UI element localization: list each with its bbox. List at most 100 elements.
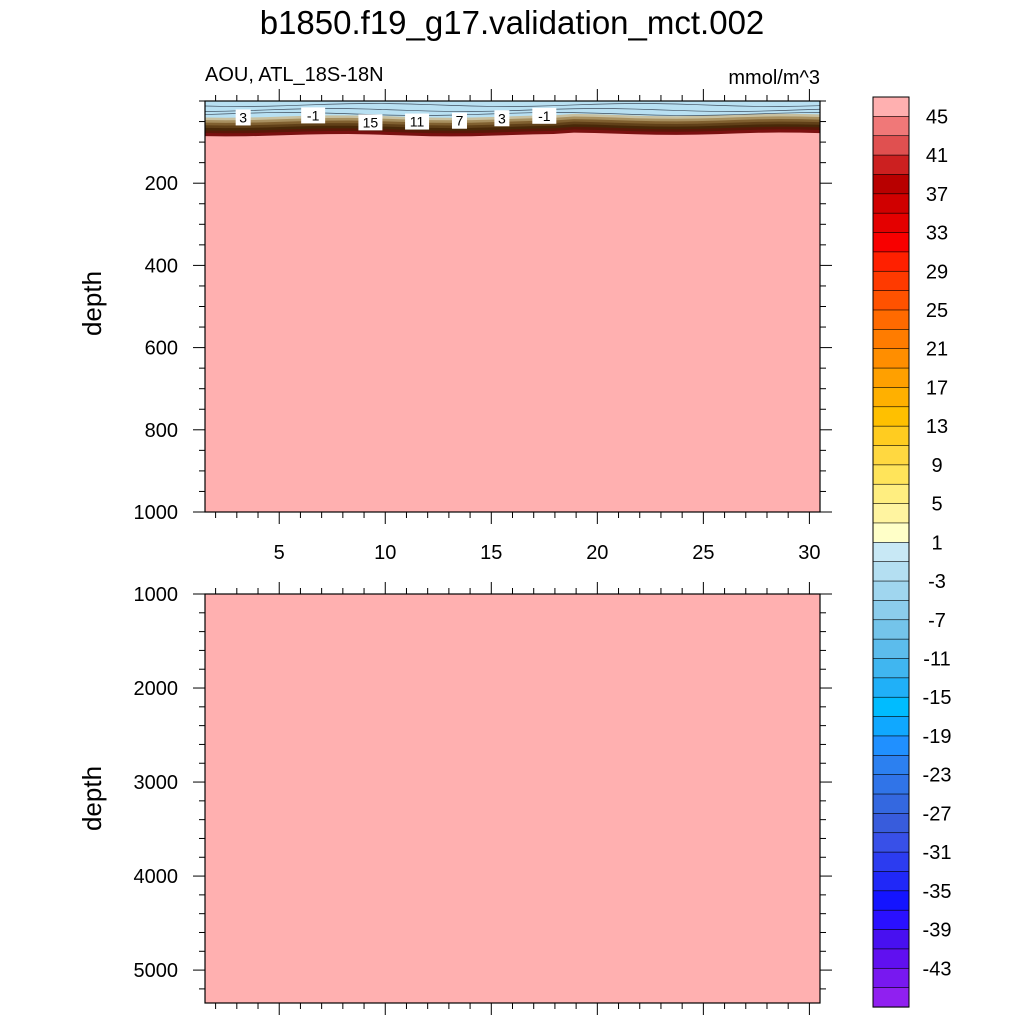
colorbar-swatch xyxy=(872,116,910,137)
colorbar-label: 9 xyxy=(931,455,942,477)
contour-label-bg-1 xyxy=(301,107,326,124)
x-tick-label: 5 xyxy=(274,542,285,564)
colorbar-label: -19 xyxy=(923,726,952,748)
y-tick-label: 5000 xyxy=(134,960,179,982)
colorbar-swatch xyxy=(872,929,910,950)
colorbar-label: -31 xyxy=(923,842,952,864)
x-tick-label: 20 xyxy=(586,542,608,564)
colorbar-swatch xyxy=(872,329,910,350)
contour-label: 3 xyxy=(239,109,247,125)
colorbar-swatch xyxy=(872,987,910,1008)
variable-subtitle: AOU, ATL_18S-18N xyxy=(205,64,384,86)
colorbar-swatch xyxy=(872,793,910,814)
colorbar-label: 1 xyxy=(931,532,942,554)
colorbar-swatch xyxy=(872,677,910,698)
colorbar-label: 33 xyxy=(926,223,948,245)
colorbar-swatch xyxy=(872,813,910,834)
colorbar-swatch xyxy=(872,696,910,718)
contour-label: 15 xyxy=(363,114,379,130)
x-tick-label: 10 xyxy=(374,542,396,564)
y-tick-label: 3000 xyxy=(134,772,179,794)
colorbar-swatch xyxy=(872,309,910,330)
contour-label-bg-5 xyxy=(494,110,510,127)
colorbar-swatch xyxy=(872,348,910,369)
contour-label: 11 xyxy=(410,114,425,130)
colorbar-swatch xyxy=(872,600,910,621)
colorbar-label: -15 xyxy=(923,687,952,709)
colorbar-label: 21 xyxy=(926,339,948,361)
colorbar-swatch xyxy=(872,503,910,524)
colorbar-swatch xyxy=(872,658,910,679)
y-tick-label: 400 xyxy=(145,255,178,277)
colorbar-swatch xyxy=(872,522,910,543)
colorbar-swatch xyxy=(872,619,910,640)
colorbar-swatch xyxy=(872,387,910,408)
colorbar-swatch xyxy=(872,425,910,447)
colorbar-swatch xyxy=(872,542,910,563)
colorbar-label: -11 xyxy=(923,648,950,670)
colorbar-swatch xyxy=(872,483,910,505)
colorbar-swatch xyxy=(872,967,910,989)
colorbar-swatch xyxy=(872,580,910,602)
chart-title: b1850.f19_g17.validation_mct.002 xyxy=(259,4,765,41)
colorbar-label: 45 xyxy=(926,106,948,128)
y-tick-label: 1000 xyxy=(134,584,179,606)
colorbar-swatch xyxy=(872,193,910,214)
colorbar-swatch xyxy=(872,638,910,660)
contour-label: 3 xyxy=(498,110,506,126)
colorbar-swatch xyxy=(872,290,910,311)
contour-label-bg-6 xyxy=(532,107,557,124)
colorbar-swatch xyxy=(872,174,910,195)
colorbar-label: 25 xyxy=(926,300,948,322)
colorbar-swatch xyxy=(872,754,910,776)
y-axis-title: depth xyxy=(77,271,107,336)
units-subtitle: mmol/m^3 xyxy=(728,67,820,89)
colorbar-label: -27 xyxy=(923,803,952,825)
contour-label-bg-0 xyxy=(235,109,251,126)
contour-label: -1 xyxy=(307,107,320,123)
y-tick-label: 2000 xyxy=(134,678,179,700)
colorbar-label: -3 xyxy=(928,571,946,593)
colorbar-swatch xyxy=(872,464,910,485)
colorbar-label: -39 xyxy=(923,920,952,942)
colorbar-label: -23 xyxy=(923,765,952,787)
colorbar-swatch xyxy=(872,251,910,272)
colorbar-frame xyxy=(872,96,910,1008)
colorbar-swatch xyxy=(872,909,910,931)
thermocline-band-6 xyxy=(205,129,820,137)
colorbar-swatch xyxy=(872,735,910,756)
y-tick-label: 200 xyxy=(145,173,178,195)
colorbar-swatch xyxy=(872,232,910,253)
colorbar-swatch xyxy=(872,445,910,466)
colorbar-label: 29 xyxy=(926,261,948,283)
colorbar-swatch xyxy=(872,890,910,911)
x-tick-label: 25 xyxy=(692,542,714,564)
colorbar-label: -7 xyxy=(928,610,946,632)
colorbar-label: 5 xyxy=(931,494,942,516)
colorbar-swatch xyxy=(872,716,910,737)
panel-lower-field xyxy=(205,594,820,1003)
colorbar-swatch xyxy=(872,851,910,873)
x-tick-label: 30 xyxy=(798,542,820,564)
contour-label-bg-4 xyxy=(451,112,467,129)
y-tick-label: 800 xyxy=(145,420,178,442)
colorbar-label: 41 xyxy=(926,145,948,167)
contour-label: -1 xyxy=(538,108,551,124)
colorbar-swatch xyxy=(872,406,910,427)
contour-label-bg-3 xyxy=(405,113,430,130)
colorbar-swatch xyxy=(872,212,910,234)
colorbar-swatch xyxy=(872,154,910,176)
contour-label-bg-2 xyxy=(358,114,383,131)
y-axis-title: depth xyxy=(77,766,107,831)
colorbar-label: 13 xyxy=(926,416,948,438)
colorbar-swatch xyxy=(872,871,910,892)
surface-contour-line-0 xyxy=(204,103,821,107)
colorbar-label: 17 xyxy=(926,377,948,399)
x-tick-label: 15 xyxy=(480,542,502,564)
colorbar-swatch xyxy=(872,135,910,156)
colorbar-label: 37 xyxy=(926,184,948,206)
colorbar-swatch xyxy=(872,774,910,795)
y-tick-label: 600 xyxy=(145,338,178,360)
colorbar-label: -43 xyxy=(923,958,952,980)
